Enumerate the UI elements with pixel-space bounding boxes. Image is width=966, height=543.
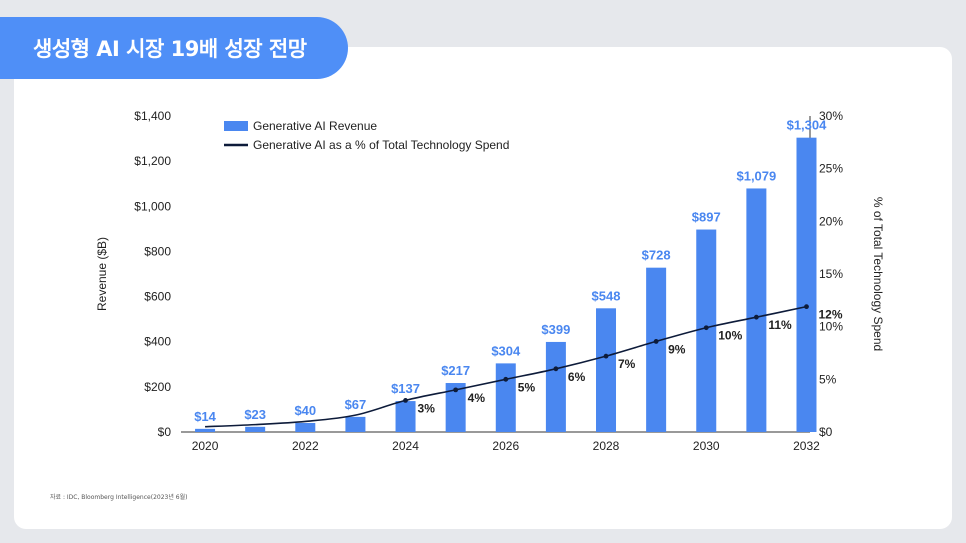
revenue-bar xyxy=(295,422,316,432)
spend-share-label: 6% xyxy=(568,370,586,384)
spend-share-point xyxy=(703,325,709,331)
chart-axes: $0 $200 $400 $600 $800 $1,000 $1,200 $1,400 $0 5%… xyxy=(95,109,885,453)
y2-tick-label: 5% xyxy=(819,372,837,386)
y-tick-label: $600 xyxy=(144,290,171,304)
revenue-bar xyxy=(696,229,717,432)
spend-share-label: 7% xyxy=(618,357,636,371)
spend-share-point xyxy=(503,376,509,382)
chart-card xyxy=(14,47,952,529)
revenue-bar xyxy=(195,428,216,432)
revenue-label: $304 xyxy=(491,343,521,358)
y2-axis-title: % of Total Technology Spend xyxy=(871,197,885,351)
y-tick-label: $1,400 xyxy=(134,109,171,123)
spend-share-point xyxy=(653,339,659,344)
revenue-label: $23 xyxy=(244,407,266,422)
x-tick-label: 2024 xyxy=(392,439,419,453)
y2-tick-label: 25% xyxy=(819,162,843,176)
legend-line-label: Generative AI as a % of Total Technology… xyxy=(253,138,509,152)
spend-share-label: 12% xyxy=(818,308,842,322)
y-tick-label: $1,000 xyxy=(134,199,171,213)
spend-share-point xyxy=(403,398,408,403)
y-tick-label: $200 xyxy=(144,380,171,394)
x-tick-label: 2028 xyxy=(593,439,620,453)
data-labels: $14 $23 $40 $67 $137 $217 $304 $399 $548 $728 $897… xyxy=(194,118,843,424)
spend-share-label: 9% xyxy=(668,342,686,356)
page-title: 생성형 AI 시장 19배 성장 전망 xyxy=(33,37,307,61)
spend-share-point xyxy=(603,353,609,359)
revenue-bar xyxy=(345,416,366,432)
x-tick-label: 2026 xyxy=(492,439,519,453)
y-tick-label: $400 xyxy=(144,335,171,349)
spend-share-label: 11% xyxy=(768,318,792,332)
revenue-label: $1,079 xyxy=(736,168,776,183)
y2-tick-label: $0 xyxy=(819,425,833,439)
spend-share-label: 4% xyxy=(468,391,486,405)
legend: Generative AI Revenue Generative AI as a … xyxy=(224,119,509,152)
revenue-label: $1,304 xyxy=(787,118,828,133)
revenue-label: $137 xyxy=(391,381,420,396)
revenue-label: $399 xyxy=(541,322,570,337)
revenue-bar xyxy=(746,188,767,432)
y2-tick-label: 30% xyxy=(819,109,843,123)
revenue-label: $728 xyxy=(642,248,671,263)
source-note: 자료 : IDC, Bloomberg Intelligence(2023년 6… xyxy=(50,494,188,501)
title-tab: 생성형 AI 시장 19배 성장 전망 xyxy=(0,17,348,79)
revenue-bar xyxy=(596,308,617,432)
spend-share-label: 3% xyxy=(418,401,436,415)
y-axis-title: Revenue ($B) xyxy=(95,237,109,311)
revenue-label: $548 xyxy=(592,288,621,303)
x-tick-label: 2022 xyxy=(292,439,319,453)
x-tick-label: 2032 xyxy=(793,439,820,453)
revenue-bar xyxy=(796,137,817,432)
spend-share-label: 10% xyxy=(718,329,742,343)
spend-share-point xyxy=(453,387,459,393)
y-tick-label: $800 xyxy=(144,244,171,258)
y-tick-label: $1,200 xyxy=(134,154,171,168)
y2-tick-label: 20% xyxy=(819,214,843,228)
revenue-bar xyxy=(395,401,416,432)
spend-share-point xyxy=(553,366,559,372)
spend-share-point xyxy=(753,314,759,320)
y-tick-label: $0 xyxy=(158,425,172,439)
revenue-label: $14 xyxy=(194,409,216,424)
revenue-bar xyxy=(646,267,667,432)
y2-tick-label: 15% xyxy=(819,267,843,281)
revenue-bar xyxy=(245,426,266,432)
spend-share-label: 5% xyxy=(518,380,536,394)
line-series xyxy=(205,304,809,428)
revenue-label: $40 xyxy=(294,403,316,418)
spend-share-point xyxy=(804,304,809,310)
legend-bar-label: Generative AI Revenue xyxy=(253,119,377,133)
revenue-label: $897 xyxy=(692,210,721,225)
revenue-label: $217 xyxy=(441,363,470,378)
x-tick-label: 2030 xyxy=(693,439,720,453)
y2-tick-label: 10% xyxy=(819,320,843,334)
bar-series xyxy=(195,137,817,432)
revenue-label: $67 xyxy=(345,397,367,412)
legend-bar-swatch xyxy=(224,121,248,131)
revenue-bar xyxy=(545,341,566,432)
revenue-bar xyxy=(495,363,516,432)
x-tick-label: 2020 xyxy=(192,439,219,453)
revenue-bar xyxy=(445,383,466,432)
